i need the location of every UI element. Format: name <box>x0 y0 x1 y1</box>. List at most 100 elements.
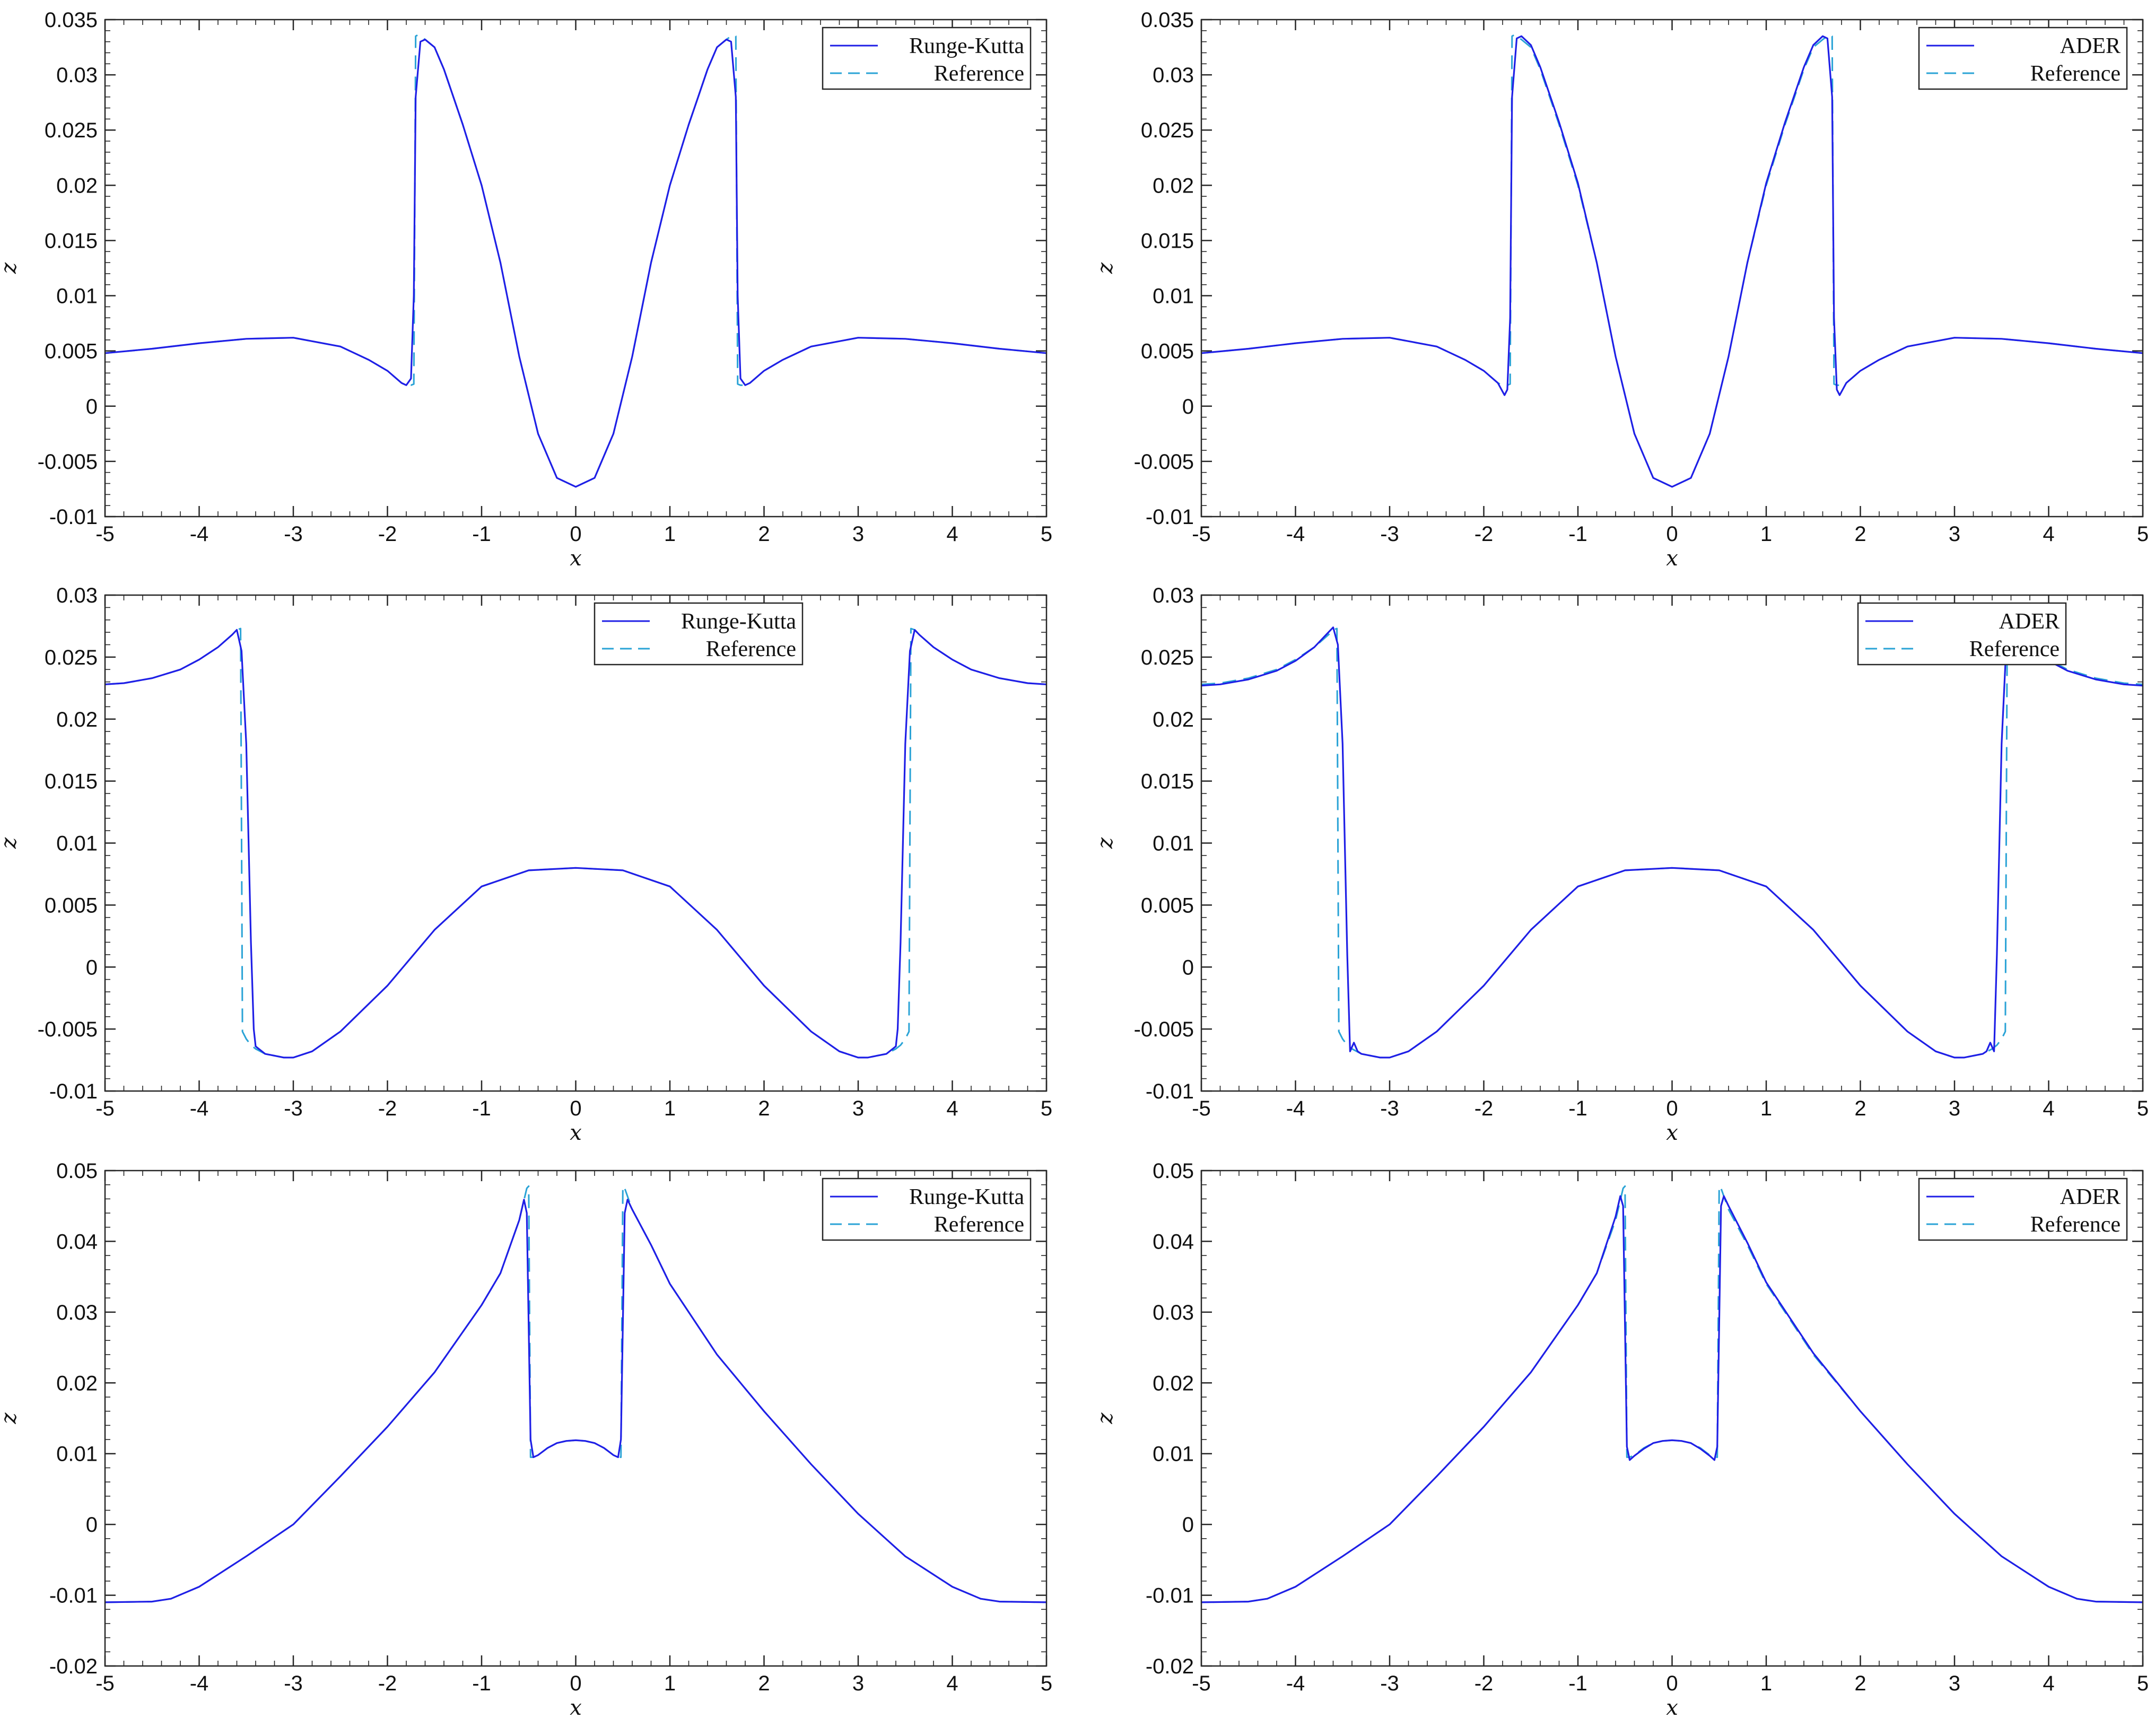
y-tick-label: 0.05 <box>1153 1159 1194 1183</box>
chart-panel-row3-right: -5 -4 -3 -2 -1 0 1 2 3 4 5 -0.02 -0.01 0 0.01 0.02 0.03 0… <box>1093 1159 2149 1720</box>
x-tick-label: -5 <box>95 1672 115 1695</box>
x-tick-label: -1 <box>472 1672 491 1695</box>
y-tick-label: 0.04 <box>56 1230 98 1253</box>
y-tick-label: 0.015 <box>45 229 98 252</box>
y-tick-label: -0.01 <box>1146 1080 1194 1103</box>
x-tick-label: -4 <box>190 1672 209 1695</box>
y-tick-label: -0.005 <box>38 1018 98 1041</box>
y-tick-label: 0.01 <box>56 1443 98 1466</box>
x-tick-label: -3 <box>1380 522 1399 546</box>
x-tick-label: -4 <box>1286 1672 1305 1695</box>
y-tick-label: 0.035 <box>45 8 98 32</box>
legend-label: Runge-Kutta <box>909 1185 1024 1209</box>
legend-box <box>1918 1177 2128 1241</box>
y-tick-label: 0.02 <box>1153 174 1194 197</box>
y-tick-label: 0.02 <box>56 708 98 731</box>
y-tick-label: -0.005 <box>1134 450 1194 474</box>
x-tick-label: -3 <box>284 522 303 546</box>
y-tick-label: 0.01 <box>1153 1443 1194 1466</box>
x-tick-label: 0 <box>1666 1672 1678 1695</box>
x-axis-label: x <box>570 1696 582 1720</box>
x-tick-label: -2 <box>1475 1672 1494 1695</box>
x-tick-label: 5 <box>2137 522 2149 546</box>
x-tick-label: 4 <box>2043 522 2054 546</box>
series-line-reference <box>1201 1185 2143 1603</box>
y-tick-label: 0.02 <box>1153 708 1194 731</box>
y-axis-label: z <box>0 837 21 849</box>
legend-box <box>822 1177 1032 1241</box>
x-tick-label: 0 <box>570 1672 581 1695</box>
series-line-reference <box>105 34 1046 488</box>
legend-label: ADER <box>2060 1185 2121 1209</box>
y-tick-label: -0.01 <box>49 1080 98 1103</box>
x-tick-label: -2 <box>378 522 397 546</box>
x-tick-label: -1 <box>472 522 491 546</box>
series-line-runge-kutta <box>105 38 1046 488</box>
x-tick-label: 5 <box>2137 1097 2149 1120</box>
y-tick-label: 0.03 <box>1153 1301 1194 1324</box>
x-tick-label: -5 <box>1192 1672 1211 1695</box>
y-tick-label: 0.03 <box>1153 64 1194 87</box>
series-line-reference <box>1201 627 2143 1059</box>
y-tick-label: 0.005 <box>45 894 98 917</box>
x-tick-label: -2 <box>1475 522 1494 546</box>
y-axis-label: z <box>0 262 21 274</box>
y-tick-label: 0.025 <box>1141 119 1194 142</box>
y-tick-label: -0.005 <box>38 450 98 474</box>
x-tick-label: 5 <box>1041 1672 1052 1695</box>
x-tick-label: -5 <box>95 1097 115 1120</box>
y-tick-label: 0.04 <box>1153 1230 1194 1253</box>
y-tick-label: -0.01 <box>49 505 98 529</box>
x-tick-label: 1 <box>664 522 676 546</box>
x-tick-label: -4 <box>1286 1097 1305 1120</box>
x-tick-label: -1 <box>1568 1097 1587 1120</box>
x-tick-label: 3 <box>852 522 864 546</box>
x-tick-label: -4 <box>190 522 209 546</box>
legend: ADER Reference <box>1918 27 2128 90</box>
y-tick-label: 0.025 <box>1141 646 1194 669</box>
x-axis-label: x <box>570 1121 582 1145</box>
x-tick-label: -1 <box>472 1097 491 1120</box>
y-tick-label: 0.03 <box>56 584 98 607</box>
legend-label: ADER <box>2060 34 2121 58</box>
x-tick-label: 0 <box>1666 1097 1678 1120</box>
x-tick-label: -2 <box>1475 1097 1494 1120</box>
legend-label: Reference <box>1969 637 2060 661</box>
x-tick-label: 4 <box>2043 1097 2054 1120</box>
x-axis-label: x <box>1666 1696 1678 1720</box>
legend-label: Reference <box>934 1212 1024 1237</box>
y-axis-label: z <box>1093 1412 1118 1425</box>
x-tick-label: -3 <box>1380 1097 1399 1120</box>
x-tick-label: 0 <box>570 522 581 546</box>
plot-frame <box>104 1170 1048 1667</box>
y-tick-label: -0.01 <box>1146 1584 1194 1608</box>
x-tick-label: 2 <box>1854 1097 1866 1120</box>
y-tick-label: 0.01 <box>56 285 98 308</box>
y-tick-label: 0.02 <box>56 174 98 197</box>
y-tick-label: 0.01 <box>1153 832 1194 856</box>
y-tick-label: -0.01 <box>49 1584 98 1608</box>
legend-box <box>594 602 804 666</box>
y-tick-label: 0 <box>86 1513 98 1537</box>
legend: ADER Reference <box>1918 1177 2128 1241</box>
legend-label: Runge-Kutta <box>909 34 1024 58</box>
legend: ADER Reference <box>1857 602 2067 666</box>
x-tick-label: 1 <box>1760 1097 1772 1120</box>
x-axis-label: x <box>1666 1121 1678 1145</box>
x-tick-label: 1 <box>664 1097 676 1120</box>
plot-frame <box>1200 1170 2144 1667</box>
chart-panel-row1-left: -5 -4 -3 -2 -1 0 1 2 3 4 5 -0.01 -0.005 0 0.005 0.01 0.0… <box>0 8 1052 571</box>
chart-panel-row1-right: -5 -4 -3 -2 -1 0 1 2 3 4 5 -0.01 -0.005 0 0.005 0.01 0.0… <box>1093 8 2149 571</box>
chart-panel-row3-left: -5 -4 -3 -2 -1 0 1 2 3 4 5 -0.02 -0.01 0 0.01 0.02 0.03 0… <box>0 1159 1052 1720</box>
y-tick-label: 0.03 <box>56 64 98 87</box>
legend-label: Runge-Kutta <box>681 609 796 634</box>
plot-frame <box>104 19 1048 518</box>
x-tick-label: 0 <box>1666 522 1678 546</box>
y-tick-label: -0.02 <box>1146 1655 1194 1678</box>
y-axis-label: z <box>1093 262 1118 274</box>
y-tick-label: -0.005 <box>1134 1018 1194 1041</box>
x-tick-label: 4 <box>946 1097 958 1120</box>
y-tick-label: 0.015 <box>1141 229 1194 252</box>
series-line-ader <box>1201 1195 2143 1603</box>
